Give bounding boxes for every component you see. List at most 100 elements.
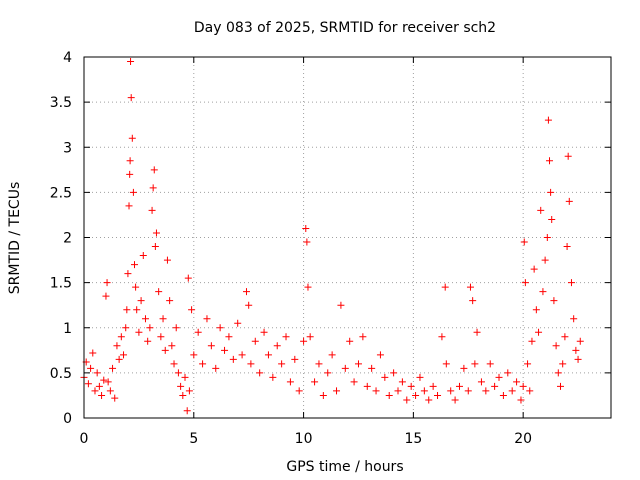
data-point (564, 152, 572, 160)
data-point (482, 387, 490, 395)
data-point (174, 369, 182, 377)
data-point (315, 360, 323, 368)
data-point (146, 324, 154, 332)
data-point (337, 301, 345, 309)
plot-frame (83, 56, 612, 419)
data-point (363, 382, 371, 390)
data-point (159, 315, 167, 323)
data-point (381, 373, 389, 381)
data-point (104, 378, 112, 386)
data-point (532, 306, 540, 314)
data-point (519, 382, 527, 390)
y-tick-label: 1.5 (50, 276, 72, 292)
chart-title: Day 083 of 2025, SRMTID for receiver sch… (194, 20, 496, 36)
data-point (477, 378, 485, 386)
data-point (137, 297, 145, 305)
data-point (93, 369, 101, 377)
data-point (528, 337, 536, 345)
data-point (132, 283, 140, 291)
data-point (256, 369, 264, 377)
data-point (126, 157, 134, 165)
data-point (295, 387, 303, 395)
data-point (177, 382, 185, 390)
data-point (123, 306, 131, 314)
data-point (311, 378, 319, 386)
data-point (513, 378, 521, 386)
data-point (190, 351, 198, 359)
data-point (170, 360, 178, 368)
data-point (390, 369, 398, 377)
data-point (194, 328, 202, 336)
data-point (495, 373, 503, 381)
data-point (304, 283, 312, 291)
data-point (260, 328, 268, 336)
data-point (346, 337, 354, 345)
data-point (537, 206, 545, 214)
data-point (207, 342, 215, 350)
data-point (368, 364, 376, 372)
data-point (278, 360, 286, 368)
data-point (438, 333, 446, 341)
data-point (166, 297, 174, 305)
data-point (185, 387, 193, 395)
data-point (117, 333, 125, 341)
y-tick-label: 4 (63, 50, 72, 66)
data-point (212, 364, 220, 372)
data-point (398, 378, 406, 386)
data-point (464, 387, 472, 395)
data-point (229, 355, 237, 363)
data-point (385, 391, 393, 399)
data-point (131, 261, 139, 269)
data-point (122, 324, 130, 332)
data-point (151, 243, 159, 251)
data-point (441, 283, 449, 291)
data-point (144, 337, 152, 345)
data-point (225, 333, 233, 341)
data-point (552, 342, 560, 350)
data-point (429, 382, 437, 390)
data-point (372, 387, 380, 395)
data-point (127, 58, 135, 66)
data-point (133, 306, 141, 314)
data-point (203, 315, 211, 323)
data-point (354, 360, 362, 368)
data-point (128, 134, 136, 142)
data-point (98, 391, 106, 399)
data-point (115, 355, 123, 363)
data-point (469, 297, 477, 305)
x-axis-label: GPS time / hours (286, 459, 403, 475)
data-point (152, 229, 160, 237)
y-axis-label: SRMTID / TECUs (7, 182, 23, 295)
data-point (517, 396, 525, 404)
data-point (87, 364, 95, 372)
data-point (264, 351, 272, 359)
data-point (434, 391, 442, 399)
data-point (535, 328, 543, 336)
data-point (546, 157, 554, 165)
y-tick-label: 3.5 (50, 95, 72, 111)
data-point (111, 394, 119, 402)
data-point (302, 224, 310, 232)
data-point (199, 360, 207, 368)
data-point (442, 360, 450, 368)
data-point (499, 391, 507, 399)
data-point (306, 333, 314, 341)
data-point (242, 288, 250, 296)
data-point (291, 355, 299, 363)
data-points (80, 58, 584, 415)
data-point (103, 279, 111, 287)
data-point (508, 387, 516, 395)
data-point (139, 252, 147, 260)
data-point (466, 283, 474, 291)
data-point (520, 238, 528, 246)
data-point (570, 315, 578, 323)
data-point (539, 288, 547, 296)
data-point (127, 94, 135, 102)
x-tick-label: 5 (189, 431, 198, 447)
data-point (447, 387, 455, 395)
data-point (282, 333, 290, 341)
data-point (554, 369, 562, 377)
data-point (150, 166, 158, 174)
data-point (416, 373, 424, 381)
